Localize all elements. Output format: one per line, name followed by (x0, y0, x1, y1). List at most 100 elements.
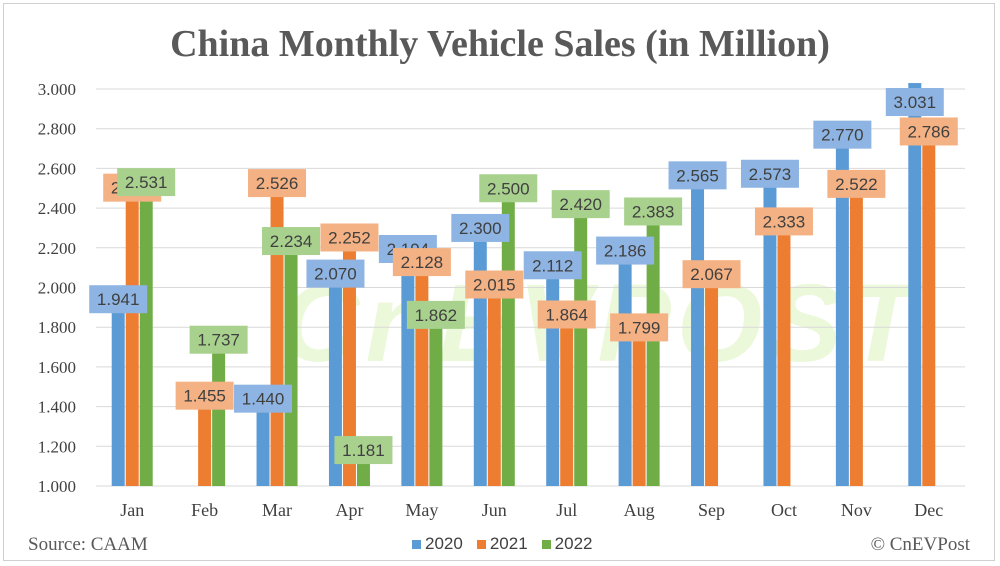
bar-2021-apr (342, 237, 356, 486)
x-tick-label: Nov (841, 500, 872, 520)
bar-2021-dec (922, 131, 936, 486)
x-tick-label: Feb (191, 500, 218, 520)
data-label-box (234, 384, 293, 413)
x-tick-label: Jun (482, 500, 507, 520)
data-label-box (479, 174, 538, 203)
x-tick-label: Aug (624, 500, 655, 520)
data-label-box (899, 117, 958, 146)
bar-2020-oct (763, 173, 777, 486)
data-label: 2.252 (328, 228, 371, 247)
copyright-note: © CnEVPost (870, 534, 970, 555)
data-label: 2.383 (632, 202, 675, 221)
y-tick-label: 3.000 (38, 80, 76, 99)
data-label: 2.067 (690, 265, 733, 284)
bar-2020-nov (835, 134, 849, 486)
data-label-box (306, 259, 365, 288)
data-label: 3.031 (894, 93, 937, 112)
y-tick-label: 1.800 (38, 318, 76, 337)
bar-2021-jan (125, 187, 139, 487)
bar-2020-sep (691, 175, 705, 486)
data-label: 2.300 (459, 219, 502, 238)
legend: 2020 2021 2022 (412, 534, 592, 554)
bar-2021-jun (487, 284, 501, 486)
source-note: Source: CAAM (28, 534, 148, 555)
data-label-box (537, 300, 596, 329)
legend-label: 2021 (489, 534, 528, 553)
bar-2022-jan (139, 182, 153, 486)
bar-2022-may (429, 314, 443, 486)
bar-2020-mar (256, 398, 270, 486)
x-tick-label: Jul (556, 500, 577, 520)
bar-2020-apr (328, 273, 342, 486)
bar-2020-jul (546, 265, 560, 486)
chart-frame (3, 3, 995, 561)
bar-2022-feb (212, 339, 226, 486)
data-label-box (451, 213, 510, 242)
x-tick-label: Sep (698, 500, 725, 520)
data-label: 2.770 (821, 126, 864, 145)
data-label-box (189, 325, 248, 354)
data-label-box (320, 223, 379, 252)
data-label: 1.455 (183, 387, 226, 406)
data-label-box (551, 190, 610, 219)
bar-2022-aug (646, 211, 660, 487)
data-label: 2.420 (559, 195, 602, 214)
bar-2021-aug (632, 327, 646, 486)
chart-title: China Monthly Vehicle Sales (in Million) (170, 23, 830, 65)
bar-2021-may (415, 262, 429, 486)
data-label: 2.531 (125, 173, 168, 192)
bar-2020-aug (618, 250, 632, 486)
data-label-box (813, 120, 872, 149)
data-label: 2.573 (749, 165, 792, 184)
y-tick-label: 2.600 (38, 159, 76, 178)
bar-2021-oct (777, 221, 791, 486)
data-label: 2.333 (763, 212, 806, 231)
data-label-box (754, 207, 813, 236)
bar-2021-nov (849, 183, 863, 486)
legend-item-2020: 2020 (412, 534, 463, 554)
y-tick-label: 1.200 (38, 437, 76, 456)
x-tick-label: Apr (335, 500, 363, 520)
data-label: 2.786 (908, 122, 951, 141)
legend-item-2022: 2022 (541, 534, 593, 554)
data-label: 1.181 (342, 441, 385, 460)
bar-2022-mar (284, 241, 298, 486)
data-label: 1.862 (415, 306, 458, 325)
y-tick-label: 2.000 (38, 279, 76, 298)
x-tick-label: May (405, 500, 438, 520)
data-label-box (885, 88, 944, 116)
data-label-box (117, 168, 176, 197)
data-label-box (596, 236, 655, 265)
bar-2020-jan (111, 299, 125, 486)
bar-2020-jun (473, 227, 487, 486)
data-label: 2.070 (314, 265, 357, 284)
data-label: 1.737 (197, 331, 240, 350)
data-label: 2.015 (473, 276, 516, 295)
data-label-box (392, 248, 451, 277)
legend-label: 2022 (554, 534, 593, 553)
y-tick-label: 1.600 (38, 358, 76, 377)
bar-2021-feb (198, 395, 212, 486)
data-label-box (175, 381, 234, 410)
x-tick-label: Mar (262, 500, 292, 520)
legend-swatch (541, 539, 551, 549)
data-label-box (668, 161, 727, 190)
data-label: 2.234 (270, 232, 313, 251)
data-label: 2.112 (532, 256, 573, 275)
y-tick-label: 2.400 (38, 199, 76, 218)
legend-label: 2020 (425, 534, 463, 553)
data-label: 2.500 (487, 179, 530, 198)
y-tick-label: 2.800 (38, 120, 76, 139)
bar-2021-jul (560, 314, 574, 486)
data-label-box (740, 159, 799, 188)
data-label: 2.522 (835, 175, 878, 194)
data-label: 1.864 (545, 305, 588, 324)
x-tick-label: Dec (914, 500, 943, 520)
data-label: 1.799 (618, 318, 661, 337)
data-label: 2.128 (401, 253, 444, 272)
data-label-box (682, 260, 741, 289)
data-label-box (406, 300, 465, 329)
data-label-box (89, 285, 148, 314)
data-label: 1.440 (242, 390, 285, 409)
